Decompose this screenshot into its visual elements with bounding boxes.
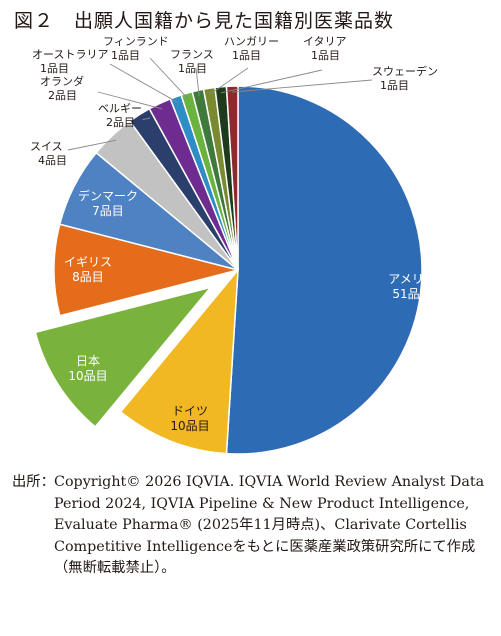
- leader-line: [109, 63, 178, 103]
- leader-line: [67, 139, 117, 151]
- slice-label: イタリア 1品目: [303, 35, 347, 62]
- slice-label: ハンガリー 1品目: [224, 35, 279, 62]
- slice-label-value: 1品目: [380, 79, 409, 92]
- slice-label-value: 1品目: [178, 62, 207, 75]
- slice-label-name: デンマーク: [78, 188, 138, 203]
- slice-label-name: アメリカ: [388, 272, 435, 286]
- slice-label-value: 10品目: [170, 419, 209, 433]
- slice-label-name: イタリア: [303, 35, 347, 48]
- leader-line: [232, 79, 373, 93]
- leader-line: [209, 67, 249, 95]
- slice-label-name: ハンガリー: [224, 35, 279, 48]
- slice-label-value: 1品目: [311, 49, 340, 62]
- slice-label: スイス 4品目: [30, 140, 67, 167]
- slice-label: ドイツ 10品目: [170, 404, 209, 433]
- slice-label-value: 8品目: [72, 270, 104, 284]
- slice-label: デンマーク 7品目: [78, 188, 138, 218]
- leader-line: [142, 117, 151, 121]
- slice-label: イギリス 8品目: [64, 255, 112, 284]
- slice-label-value: 2品目: [106, 116, 135, 129]
- slice-label-name: フランス: [170, 48, 214, 61]
- pie-slice: [119, 267, 239, 455]
- slice-label: フランス 1品目: [170, 48, 214, 75]
- pie-slices: [32, 85, 423, 455]
- slice-label-value: 7品目: [92, 204, 124, 218]
- leader-line: [221, 69, 323, 94]
- slice-label-name: オランダ: [40, 74, 84, 88]
- slice-label-value: 1品目: [111, 49, 140, 62]
- slice-label: アメリカ 51品目: [388, 272, 435, 301]
- slice-label-name: イギリス: [64, 255, 112, 269]
- slice-label-value: 1品目: [40, 62, 69, 75]
- source-note: 出所： Copyright© 2026 IQVIA. IQVIA World R…: [12, 472, 490, 580]
- slice-label-value: 51品目: [392, 287, 431, 301]
- pie-slice: [32, 283, 217, 430]
- source-label: 出所：: [12, 474, 55, 490]
- leader-lines: [67, 57, 373, 151]
- slice-label-name: スイス: [30, 140, 63, 153]
- slice-label-name: フィンランド: [103, 35, 169, 48]
- leader-line: [195, 67, 200, 97]
- slice-label: 日本 10品目: [68, 354, 107, 383]
- pie-slice: [225, 85, 239, 271]
- pie-slice: [53, 223, 239, 317]
- slice-label-value: 4品目: [38, 154, 67, 167]
- slice-label-name: ドイツ: [172, 404, 208, 418]
- leader-line: [97, 91, 163, 110]
- leader-line: [149, 57, 189, 100]
- source-text: Copyright© 2026 IQVIA. IQVIA World Revie…: [54, 474, 485, 576]
- slice-label-value: 1品目: [232, 49, 261, 62]
- slice-label-name: スウェーデン: [372, 64, 438, 78]
- slice-label-name: 日本: [76, 354, 100, 368]
- slice-label: スウェーデン 1品目: [372, 64, 438, 92]
- slice-label: オランダ 2品目: [40, 74, 84, 102]
- slice-label: フィンランド 1品目: [103, 35, 169, 62]
- slice-label-name: オーストラリア: [32, 48, 108, 61]
- slice-label: ベルギー 2品目: [98, 102, 142, 129]
- slice-label-value: 2品目: [48, 89, 77, 102]
- chart-title: 図２ 出願人国籍から見た国籍別医薬品数: [14, 10, 395, 32]
- slice-label-name: ベルギー: [98, 102, 142, 115]
- slice-label: オーストラリア 1品目: [32, 48, 108, 75]
- slice-label-value: 10品目: [68, 369, 107, 383]
- pie-slice: [225, 85, 423, 455]
